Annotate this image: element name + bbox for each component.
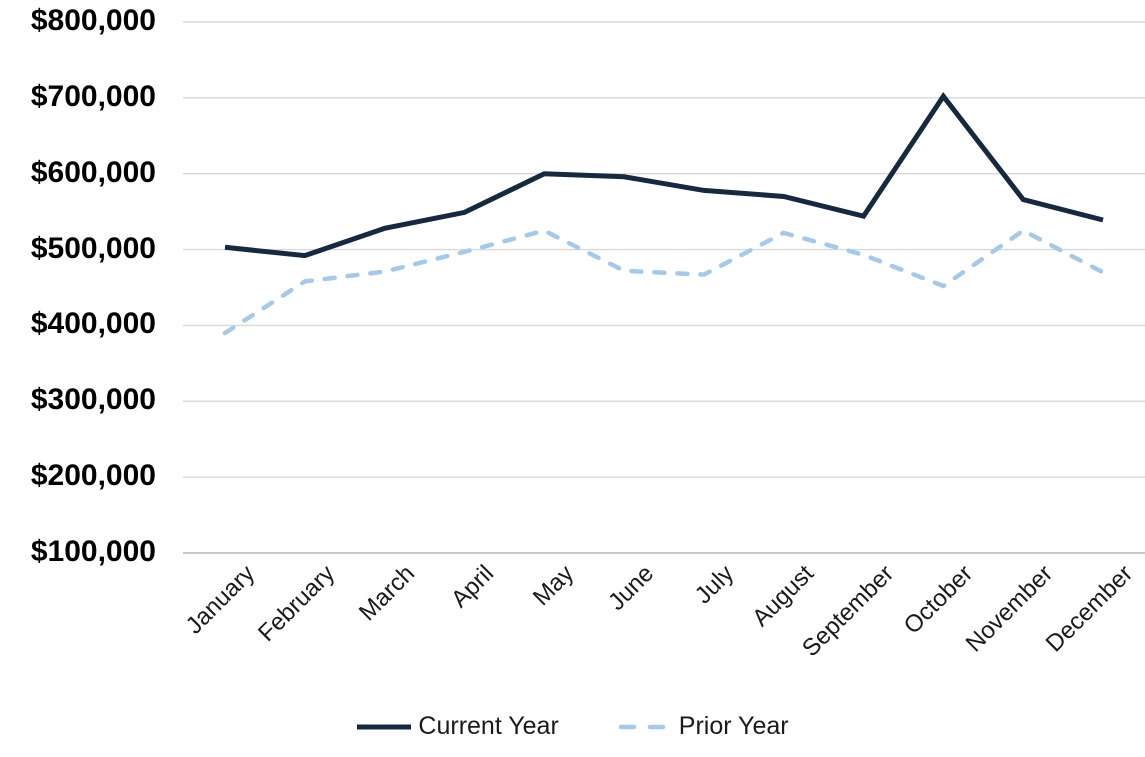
y-axis-label: $500,000 bbox=[30, 231, 156, 265]
dashed-line-swatch-icon bbox=[618, 724, 673, 729]
legend-label: Current Year bbox=[418, 712, 559, 740]
solid-line-swatch-icon bbox=[357, 724, 412, 729]
legend-item-current-year: Current Year bbox=[356, 712, 559, 741]
legend: Current Year Prior Year bbox=[0, 712, 1145, 741]
y-axis-label: $600,000 bbox=[30, 155, 156, 189]
y-axis-label: $300,000 bbox=[30, 383, 156, 417]
y-axis-label: $700,000 bbox=[30, 79, 156, 113]
y-axis-label: $200,000 bbox=[30, 459, 156, 493]
y-axis-label: $100,000 bbox=[30, 535, 156, 568]
y-axis-label: $400,000 bbox=[30, 307, 156, 341]
y-axis-label: $800,000 bbox=[30, 4, 156, 37]
series-line-current-year bbox=[224, 92, 1104, 259]
legend-item-prior-year: Prior Year bbox=[617, 712, 789, 741]
legend-label: Prior Year bbox=[678, 712, 789, 740]
series-line-prior-year bbox=[222, 227, 1106, 336]
